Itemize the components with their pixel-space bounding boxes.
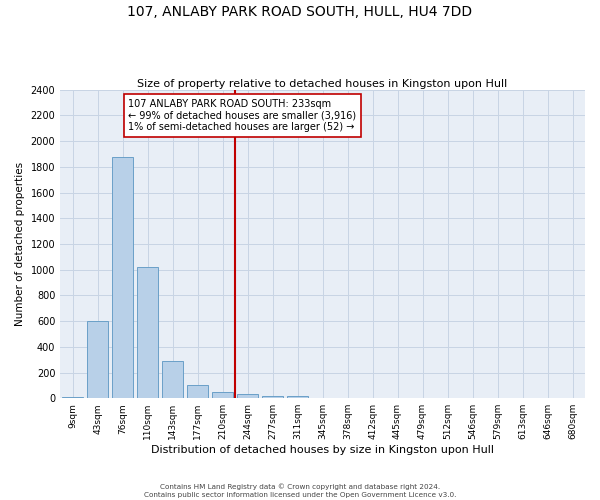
Bar <box>162 361 183 398</box>
Title: Size of property relative to detached houses in Kingston upon Hull: Size of property relative to detached ho… <box>137 79 508 89</box>
Bar <box>187 386 208 398</box>
Bar <box>87 321 108 398</box>
Bar <box>212 392 233 398</box>
Bar <box>62 397 83 398</box>
Bar <box>112 156 133 398</box>
Bar <box>237 394 258 398</box>
Text: 107, ANLABY PARK ROAD SOUTH, HULL, HU4 7DD: 107, ANLABY PARK ROAD SOUTH, HULL, HU4 7… <box>127 5 473 19</box>
X-axis label: Distribution of detached houses by size in Kingston upon Hull: Distribution of detached houses by size … <box>151 445 494 455</box>
Text: Contains HM Land Registry data © Crown copyright and database right 2024.
Contai: Contains HM Land Registry data © Crown c… <box>144 484 456 498</box>
Text: 107 ANLABY PARK ROAD SOUTH: 233sqm
← 99% of detached houses are smaller (3,916)
: 107 ANLABY PARK ROAD SOUTH: 233sqm ← 99%… <box>128 99 356 132</box>
Bar <box>137 267 158 398</box>
Bar <box>262 396 283 398</box>
Y-axis label: Number of detached properties: Number of detached properties <box>15 162 25 326</box>
Bar <box>287 396 308 398</box>
